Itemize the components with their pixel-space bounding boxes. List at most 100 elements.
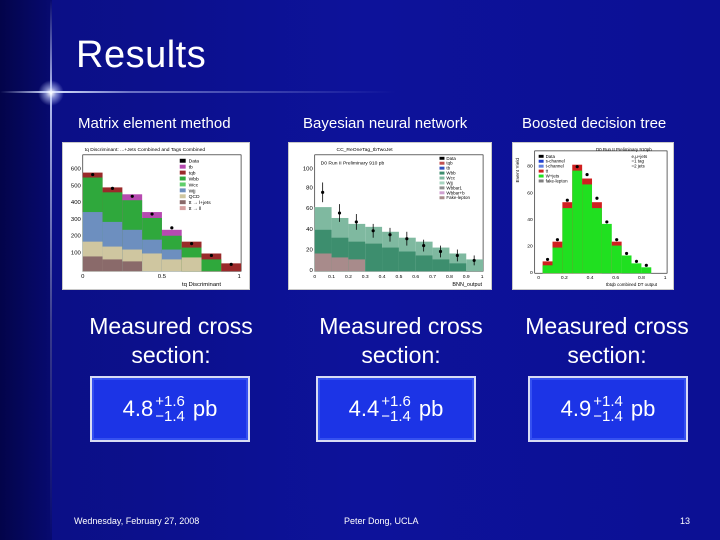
method-label-bayesian-nn: Bayesian neural network bbox=[303, 115, 468, 132]
svg-text:=1 tag: =1 tag bbox=[632, 159, 645, 164]
cross-section-value: 4.8 bbox=[122, 396, 154, 421]
svg-text:300: 300 bbox=[71, 217, 82, 223]
svg-text:0.7: 0.7 bbox=[429, 274, 436, 280]
plot-matrix-element: tq Discriminant: ...+Jets Combined and T… bbox=[62, 142, 250, 290]
plot-header: D0 Run II Preliminary 910pb bbox=[596, 147, 652, 152]
x-tick-labels: 0 0.5 1 bbox=[81, 274, 241, 280]
error-down: −1.4 bbox=[381, 408, 411, 425]
svg-text:100: 100 bbox=[303, 167, 314, 173]
data-points bbox=[545, 165, 648, 267]
error-down: −1.4 bbox=[593, 408, 623, 425]
plot-legend: Data s-channel t-channel tt W+jets fake-… bbox=[538, 154, 649, 183]
x-axis-label: tbtqb combined DT output bbox=[606, 282, 658, 287]
svg-text:0.9: 0.9 bbox=[463, 274, 470, 280]
lens-flare-vertical bbox=[50, 0, 52, 540]
svg-text:Wcc: Wcc bbox=[446, 176, 455, 181]
svg-text:100: 100 bbox=[71, 250, 82, 256]
svg-text:Wbb: Wbb bbox=[189, 176, 199, 182]
svg-text:Data: Data bbox=[446, 156, 456, 161]
svg-text:Wbb: Wbb bbox=[446, 171, 456, 176]
svg-text:80: 80 bbox=[306, 185, 313, 191]
svg-text:40: 40 bbox=[527, 217, 533, 223]
measured-label-bayesian-nn: Measured cross section: bbox=[319, 313, 483, 368]
svg-text:200: 200 bbox=[71, 234, 82, 240]
cross-section-errors: +1.6 −1.4 bbox=[381, 394, 411, 424]
x-tick-labels: 0 0.1 0.2 0.3 0.4 0.5 0.6 0.7 0.8 0.9 1 bbox=[313, 274, 483, 280]
cross-section-unit: pb bbox=[630, 396, 656, 421]
method-label-boosted-dt: Boosted decision tree bbox=[522, 115, 667, 132]
svg-text:0.1: 0.1 bbox=[328, 274, 335, 280]
svg-text:1: 1 bbox=[481, 274, 484, 280]
svg-text:0.6: 0.6 bbox=[612, 275, 619, 281]
svg-text:40: 40 bbox=[306, 227, 313, 233]
error-up: +1.6 bbox=[381, 393, 411, 410]
svg-text:60: 60 bbox=[306, 206, 313, 212]
svg-text:QCD: QCD bbox=[189, 194, 200, 200]
svg-text:0.4: 0.4 bbox=[587, 275, 594, 281]
footer-author: Peter Dong, UCLA bbox=[344, 516, 419, 526]
svg-text:1: 1 bbox=[664, 275, 667, 281]
error-up: +1.4 bbox=[593, 393, 623, 410]
svg-text:tt → l+jets: tt → l+jets bbox=[189, 200, 212, 206]
lens-flare-horizontal bbox=[0, 91, 720, 93]
svg-text:s-channel: s-channel bbox=[546, 159, 565, 164]
cross-section-unit: pb bbox=[192, 396, 218, 421]
svg-text:20: 20 bbox=[527, 244, 533, 250]
svg-text:500: 500 bbox=[71, 183, 82, 189]
svg-text:tb: tb bbox=[446, 166, 450, 171]
stacked-histogram bbox=[314, 207, 484, 272]
y-tick-labels: 100 200 300 400 500 600 bbox=[71, 167, 82, 257]
svg-text:0.3: 0.3 bbox=[362, 274, 369, 280]
plot-header: CC_ReOneTag_tbTwoJet bbox=[337, 147, 394, 153]
svg-text:0.6: 0.6 bbox=[412, 274, 419, 280]
svg-text:0.4: 0.4 bbox=[379, 274, 386, 280]
plot-bayesian-nn: CC_ReOneTag_tbTwoJet D0 Run II Prelimina… bbox=[288, 142, 492, 290]
svg-text:0.5: 0.5 bbox=[395, 274, 402, 280]
x-axis-label: tq Discriminant bbox=[182, 282, 221, 288]
data-points bbox=[91, 172, 233, 266]
plot-subheader: D0 Run II Preliminary 910 pb bbox=[321, 161, 385, 167]
svg-text:t-channel: t-channel bbox=[546, 164, 564, 169]
svg-text:0: 0 bbox=[81, 274, 85, 280]
svg-text:0: 0 bbox=[313, 274, 316, 280]
svg-text:0.8: 0.8 bbox=[446, 274, 453, 280]
footer-page-number: 13 bbox=[680, 516, 691, 526]
svg-text:0: 0 bbox=[309, 268, 313, 274]
cross-section-errors: +1.4 −1.4 bbox=[593, 394, 623, 424]
plot-legend: Data tqb tb Wbb Wcc Wjj Wbbar1 Wbbar+b F… bbox=[439, 156, 470, 200]
result-box-boosted-dt: 4.9 +1.4 −1.4 pb bbox=[528, 376, 688, 442]
svg-text:Wjj: Wjj bbox=[446, 180, 452, 185]
svg-text:60: 60 bbox=[527, 190, 533, 196]
svg-text:1: 1 bbox=[237, 274, 240, 280]
svg-text:Data: Data bbox=[546, 154, 556, 159]
data-points bbox=[321, 190, 476, 262]
footer-date: Wednesday, February 27, 2008 bbox=[74, 516, 200, 526]
cross-section-value: 4.4 bbox=[348, 396, 380, 421]
stacked-histogram bbox=[82, 172, 242, 272]
svg-text:=2 jets: =2 jets bbox=[632, 164, 646, 169]
plot-boosted-dt: D0 Run II Preliminary 910pb Event Yield bbox=[512, 142, 674, 290]
svg-text:fake-lepton: fake-lepton bbox=[546, 178, 569, 183]
svg-text:0.2: 0.2 bbox=[561, 275, 568, 281]
error-down: −1.4 bbox=[155, 408, 185, 425]
svg-text:e,μ+jets: e,μ+jets bbox=[632, 154, 649, 159]
svg-text:600: 600 bbox=[71, 167, 82, 173]
result-box-matrix-element: 4.8 +1.6 −1.4 pb bbox=[90, 376, 250, 442]
measured-label-boosted-dt: Measured cross section: bbox=[525, 313, 689, 368]
svg-text:Wcc: Wcc bbox=[189, 182, 199, 188]
plot-legend: Data tb tqb Wbb Wcc Wjj QCD tt → l+jets … bbox=[179, 159, 212, 212]
cross-section-unit: pb bbox=[418, 396, 444, 421]
svg-text:tt → ll: tt → ll bbox=[189, 206, 202, 212]
x-tick-labels: 0 0.2 0.4 0.6 0.8 1 bbox=[537, 275, 666, 281]
plot-header: tq Discriminant: ...+Jets Combined and T… bbox=[85, 147, 206, 153]
error-up: +1.6 bbox=[155, 393, 185, 410]
lens-flare-star bbox=[38, 80, 64, 106]
svg-text:tb: tb bbox=[189, 165, 193, 171]
svg-text:80: 80 bbox=[527, 164, 533, 170]
svg-text:Wbbar+b: Wbbar+b bbox=[446, 190, 465, 195]
cross-section-value: 4.9 bbox=[560, 396, 592, 421]
svg-text:Data: Data bbox=[189, 159, 200, 165]
svg-text:Wbbar1: Wbbar1 bbox=[446, 185, 462, 190]
y-axis-label: Event Yield bbox=[515, 158, 521, 183]
y-tick-labels: 0 20 40 60 80 bbox=[527, 164, 533, 277]
